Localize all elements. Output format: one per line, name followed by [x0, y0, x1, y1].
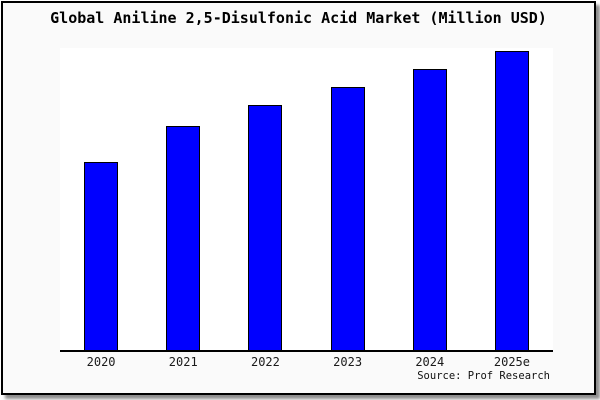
bar-2025e [494, 51, 529, 350]
bar-slot-2021 [142, 48, 224, 350]
x-tick-label-2020: 2020 [86, 355, 116, 369]
bar-slot-2022 [224, 48, 306, 350]
bars-container [60, 48, 553, 350]
bar-slot-2025e [471, 48, 553, 350]
x-axis-labels: 2020 2021 2022 2023 2024 2025e [60, 355, 553, 369]
source-credit: Source: Prof Research [417, 370, 550, 382]
bar-slot-2020 [60, 48, 142, 350]
bar-2021 [166, 125, 201, 350]
x-tick-label-2024: 2024 [415, 355, 445, 369]
bar-2024 [412, 68, 447, 350]
bar-slot-2023 [307, 48, 389, 350]
x-tick-label-2023: 2023 [333, 355, 363, 369]
x-tick-label-2021: 2021 [168, 355, 198, 369]
bar-slot-2024 [389, 48, 471, 350]
x-tick-label-2022: 2022 [250, 355, 280, 369]
plot-area [60, 48, 553, 352]
bar-2020 [84, 161, 119, 350]
bar-2023 [330, 86, 365, 350]
chart-title: Global Aniline 2,5-Disulfonic Acid Marke… [50, 9, 547, 27]
chart-figure: Global Aniline 2,5-Disulfonic Acid Marke… [1, 1, 596, 395]
bar-2022 [248, 104, 283, 350]
x-tick-label-2025e: 2025e [493, 355, 530, 369]
